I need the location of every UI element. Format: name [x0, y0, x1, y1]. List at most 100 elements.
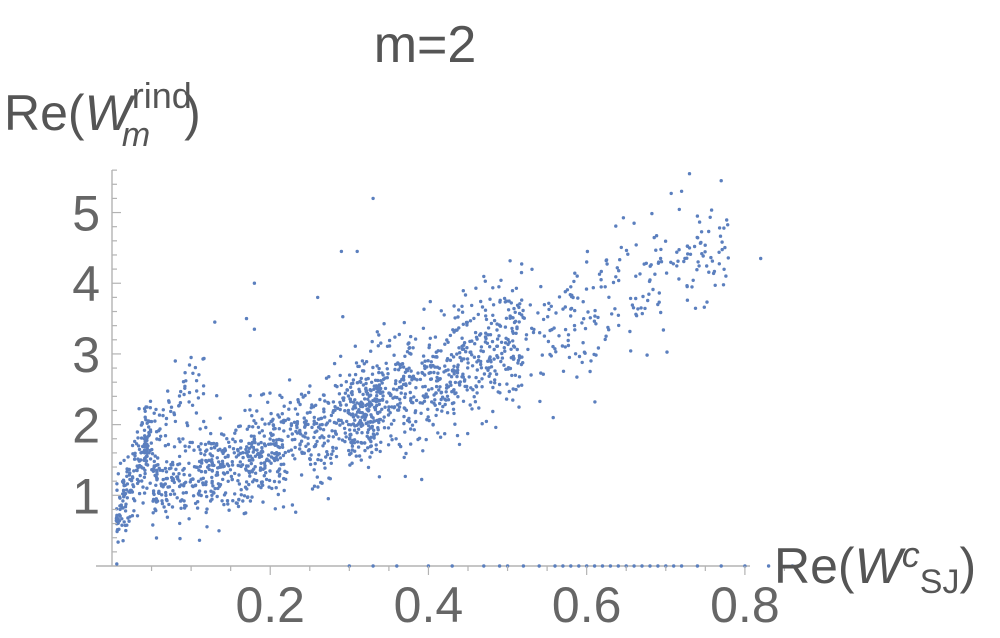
data-point: [433, 335, 438, 339]
data-point: [205, 448, 209, 452]
data-point: [474, 335, 479, 339]
data-point: [354, 361, 359, 365]
data-point: [414, 419, 418, 424]
data-point: [250, 414, 254, 418]
data-point: [386, 408, 391, 412]
data-point: [322, 436, 326, 440]
data-point: [474, 375, 478, 380]
data-point: [408, 390, 412, 395]
data-point: [575, 375, 579, 379]
data-point: [298, 443, 302, 447]
data-point: [547, 301, 551, 305]
data-point: [380, 397, 385, 402]
data-point: [348, 385, 353, 389]
data-point: [396, 362, 401, 366]
data-point: [422, 394, 427, 398]
data-point: [441, 404, 445, 409]
data-point: [396, 368, 401, 372]
data-point: [390, 438, 394, 442]
data-point: [222, 502, 226, 507]
data-point: [257, 455, 262, 459]
data-point: [154, 508, 158, 513]
x-tick-label: 0.6: [552, 577, 622, 633]
data-point: [505, 382, 509, 386]
data-point: [282, 488, 286, 493]
data-point: [232, 451, 236, 455]
data-point: [404, 451, 408, 456]
data-point: [483, 308, 488, 312]
data-point: [323, 466, 327, 470]
data-point: [255, 409, 259, 413]
data-point: [386, 426, 391, 430]
data-point: [343, 391, 348, 395]
data-point: [470, 353, 474, 357]
data-point: [116, 472, 121, 476]
data-point: [653, 272, 657, 276]
data-point: [497, 285, 501, 289]
data-point: [261, 500, 265, 504]
data-point: [489, 365, 494, 369]
data-point: [582, 317, 586, 321]
data-point: [446, 398, 451, 402]
data-point: [368, 404, 372, 408]
data-point: [161, 485, 165, 489]
data-point: [404, 367, 409, 372]
data-point: [445, 358, 449, 363]
data-point: [554, 350, 558, 354]
data-point: [413, 337, 418, 341]
data-point: [408, 381, 412, 385]
data-point: [241, 455, 245, 460]
data-point: [457, 346, 461, 350]
data-point: [472, 316, 476, 321]
data-point: [470, 364, 475, 368]
data-point: [553, 347, 557, 351]
data-point: [303, 393, 307, 398]
data-point: [381, 373, 385, 377]
data-point: [123, 491, 128, 496]
data-point: [436, 371, 440, 375]
data-point: [204, 510, 208, 515]
data-point: [115, 562, 119, 566]
data-point: [290, 503, 295, 507]
data-point: [437, 366, 442, 370]
data-point: [557, 295, 562, 299]
data-point: [576, 296, 580, 300]
data-point: [624, 248, 629, 253]
data-point: [183, 449, 188, 453]
data-point: [407, 346, 411, 350]
data-point: [342, 426, 347, 431]
data-point: [566, 333, 571, 337]
data-point: [585, 260, 589, 264]
data-point: [359, 380, 363, 384]
data-point: [166, 389, 170, 393]
data-point: [363, 441, 367, 445]
data-point: [386, 372, 390, 376]
data-point: [517, 311, 522, 316]
data-point: [329, 461, 333, 465]
data-point: [148, 399, 153, 403]
data-point: [157, 437, 162, 442]
data-point: [242, 494, 247, 498]
data-point: [302, 416, 306, 420]
zero-point: [592, 564, 597, 568]
data-point: [451, 407, 456, 411]
data-point: [213, 446, 217, 450]
data-point: [213, 486, 217, 491]
data-point: [393, 367, 397, 372]
data-point: [165, 476, 169, 481]
data-point: [319, 416, 324, 420]
data-point: [427, 343, 432, 347]
data-point: [201, 384, 206, 388]
data-point: [393, 335, 397, 339]
data-point: [154, 497, 158, 501]
data-point: [326, 452, 330, 457]
data-point: [233, 431, 237, 435]
data-point: [187, 400, 191, 404]
data-point: [585, 249, 590, 254]
data-point: [227, 508, 231, 512]
data-point: [164, 422, 168, 427]
data-point: [399, 391, 403, 395]
data-point: [431, 363, 435, 368]
data-point: [210, 454, 215, 458]
data-point: [200, 461, 204, 465]
